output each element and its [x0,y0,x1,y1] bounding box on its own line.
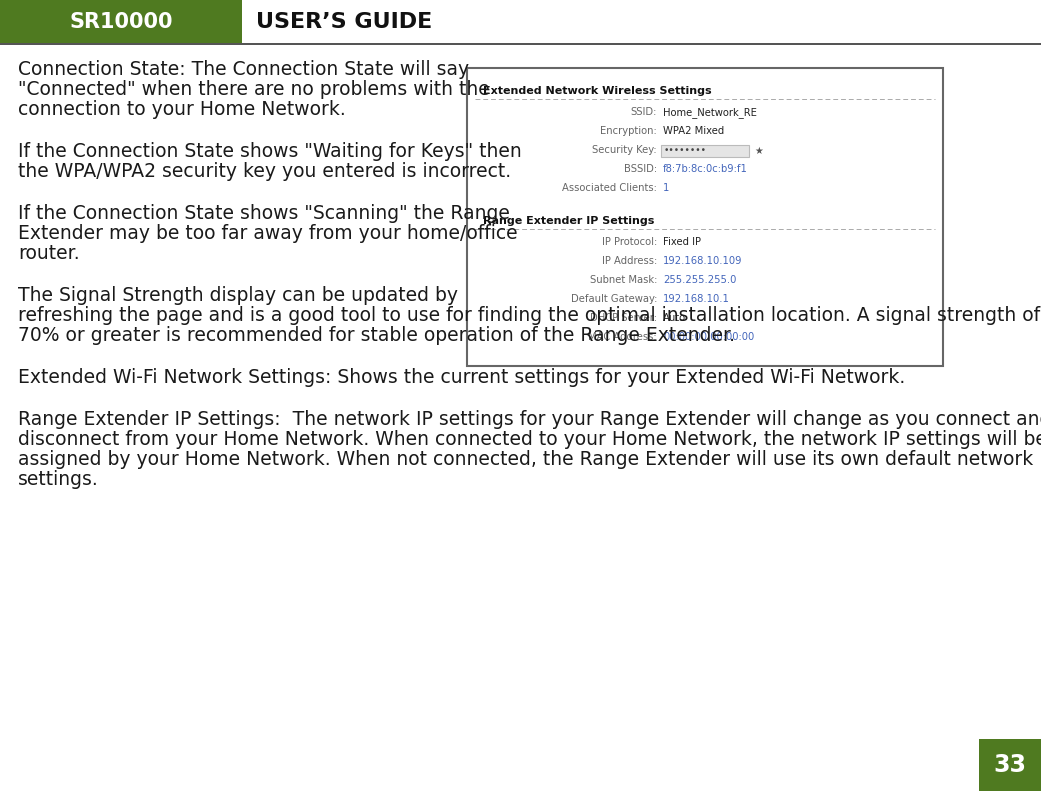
Text: ••••••••: •••••••• [664,146,707,155]
Text: f8:7b:8c:0c:b9:f1: f8:7b:8c:0c:b9:f1 [663,164,747,174]
Bar [661,145,750,157]
Text: Range Extender IP Settings:  The network IP settings for your Range Extender wil: Range Extender IP Settings: The network … [18,410,1041,429]
Text: 192.168.10.109: 192.168.10.109 [663,256,742,266]
Text: DHCP Server:: DHCP Server: [590,313,657,323]
Text: 192.168.10.1: 192.168.10.1 [663,294,730,304]
Text: If the Connection State shows "Scanning" the Range: If the Connection State shows "Scanning"… [18,204,510,223]
Text: disconnect from your Home Network. When connected to your Home Network, the netw: disconnect from your Home Network. When … [18,430,1041,449]
Text: connection to your Home Network.: connection to your Home Network. [18,100,346,119]
Text: Associated Clients:: Associated Clients: [562,183,657,193]
Text: settings.: settings. [18,470,99,489]
Text: WPA2 Mixed: WPA2 Mixed [663,126,725,136]
Text: assigned by your Home Network. When not connected, the Range Extender will use i: assigned by your Home Network. When not … [18,450,1041,469]
Text: BSSID:: BSSID: [624,164,657,174]
Text: 00:00:00:00:00:00: 00:00:00:00:00:00 [663,332,755,342]
Text: Default Gateway:: Default Gateway: [570,294,657,304]
Text: 70% or greater is recommended for stable operation of the Range Extender.: 70% or greater is recommended for stable… [18,326,735,345]
Text: router.: router. [18,244,79,263]
Bar [242,0,1041,43]
Text: Extended Wi-Fi Network Settings: Shows the current settings for your Extended Wi: Extended Wi-Fi Network Settings: Shows t… [18,368,906,387]
Text: ★: ★ [754,146,763,156]
Text: MAC Address:: MAC Address: [588,332,657,342]
Text: Extender may be too far away from your home/office: Extender may be too far away from your h… [18,224,517,243]
Text: 1: 1 [663,183,669,193]
Text: Connection State: The Connection State will say: Connection State: The Connection State w… [18,60,469,79]
Text: IP Protocol:: IP Protocol: [602,237,657,247]
Text: Extended Network Wireless Settings: Extended Network Wireless Settings [483,86,712,96]
Bar [979,739,1041,791]
Text: Range Extender IP Settings: Range Extender IP Settings [483,216,655,226]
Text: Auto: Auto [663,313,686,323]
Text: 255.255.255.0: 255.255.255.0 [663,275,736,285]
Text: If the Connection State shows "Waiting for Keys" then: If the Connection State shows "Waiting f… [18,142,522,161]
Bar [467,68,943,366]
Text: USER’S GUIDE: USER’S GUIDE [256,12,432,32]
Text: 33: 33 [993,753,1026,777]
Text: the WPA/WPA2 security key you entered is incorrect.: the WPA/WPA2 security key you entered is… [18,162,511,181]
Text: Security Key:: Security Key: [592,145,657,155]
Text: Encryption:: Encryption: [601,126,657,136]
Text: SSID:: SSID: [631,107,657,117]
Text: Fixed IP: Fixed IP [663,237,701,247]
Text: The Signal Strength display can be updated by: The Signal Strength display can be updat… [18,286,458,305]
Text: Subnet Mask:: Subnet Mask: [589,275,657,285]
Text: "Connected" when there are no problems with the: "Connected" when there are no problems w… [18,80,489,99]
Text: refreshing the page and is a good tool to use for finding the optimal installati: refreshing the page and is a good tool t… [18,306,1040,325]
Text: IP Address:: IP Address: [602,256,657,266]
Bar [0,0,1041,43]
Text: SR10000: SR10000 [70,12,173,32]
Text: Home_Network_RE: Home_Network_RE [663,107,757,118]
